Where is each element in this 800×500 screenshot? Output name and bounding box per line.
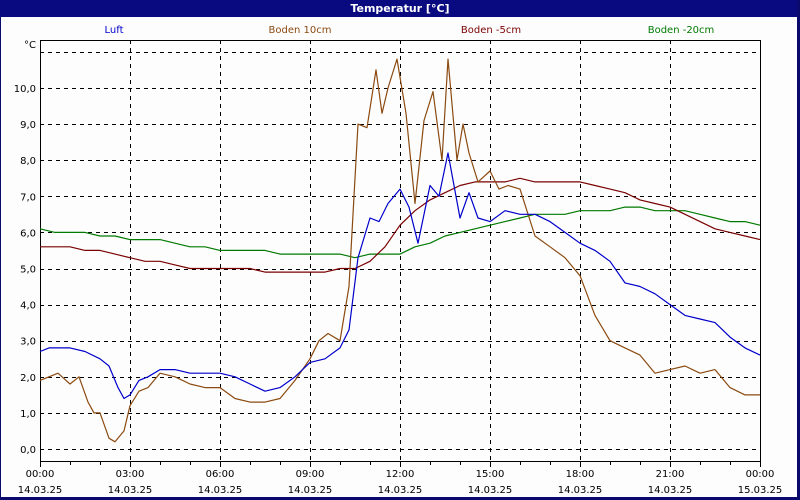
- legend-item: Boden -5cm: [460, 25, 522, 36]
- x-tick-date: 14.03.25: [648, 485, 693, 496]
- series-boden-20cm: [39, 206, 761, 259]
- x-tick-time: 15:00: [476, 469, 505, 480]
- x-tick-date: 14.03.25: [18, 485, 63, 496]
- chart-title: Temperatur [°C]: [0, 0, 800, 17]
- x-tick-time: 03:00: [116, 469, 145, 480]
- series-boden-5cm: [40, 177, 761, 273]
- y-tick-label: 6,0: [20, 228, 36, 239]
- x-tick-time: 00:00: [26, 469, 55, 480]
- x-tick-time: 09:00: [296, 469, 325, 480]
- axes: [40, 40, 761, 467]
- x-tick-date: 14.03.25: [468, 485, 513, 496]
- tick-labels: 0,0 1,0 2,0 3,0 4,0 5,0 6,0 7,0 8,0 9,0 10,0 °C 00:0…: [14, 40, 783, 496]
- legend-item: Boden 10cm: [268, 25, 332, 36]
- series-luft: [39, 152, 761, 400]
- legend-item: Boden -20cm: [647, 25, 715, 36]
- x-tick-date: 15.03.25: [738, 485, 783, 496]
- y-tick-label: 7,0: [20, 192, 36, 203]
- y-tick-label: 8,0: [20, 156, 36, 167]
- x-tick-date: 14.03.25: [558, 485, 603, 496]
- y-tick-label: 2,0: [20, 373, 36, 384]
- x-tick-time: 12:00: [386, 469, 415, 480]
- x-tick-time: 21:00: [656, 469, 685, 480]
- y-tick-label: 0,0: [20, 445, 36, 456]
- x-tick-date: 14.03.25: [108, 485, 153, 496]
- x-tick-date: 14.03.25: [378, 485, 423, 496]
- y-axis-unit: °C: [24, 40, 36, 51]
- x-tick-time: 00:00: [746, 469, 775, 480]
- y-tick-label: 3,0: [20, 337, 36, 348]
- x-tick-date: 14.03.25: [288, 485, 333, 496]
- data-series: [39, 58, 761, 443]
- grid-lines: [40, 40, 760, 461]
- window-border-bottom: [0, 497, 800, 500]
- y-tick-label: 5,0: [20, 265, 36, 276]
- x-tick-time: 06:00: [206, 469, 235, 480]
- x-tick-time: 18:00: [566, 469, 595, 480]
- legend-item: Luft: [104, 25, 124, 36]
- series-boden-10cm: [39, 58, 760, 443]
- y-tick-label: 9,0: [20, 120, 36, 131]
- y-tick-label: 1,0: [20, 409, 36, 420]
- window-border-right: [797, 0, 800, 500]
- y-tick-label: 4,0: [20, 301, 36, 312]
- x-tick-date: 14.03.25: [198, 485, 243, 496]
- y-tick-label: 10,0: [14, 84, 36, 95]
